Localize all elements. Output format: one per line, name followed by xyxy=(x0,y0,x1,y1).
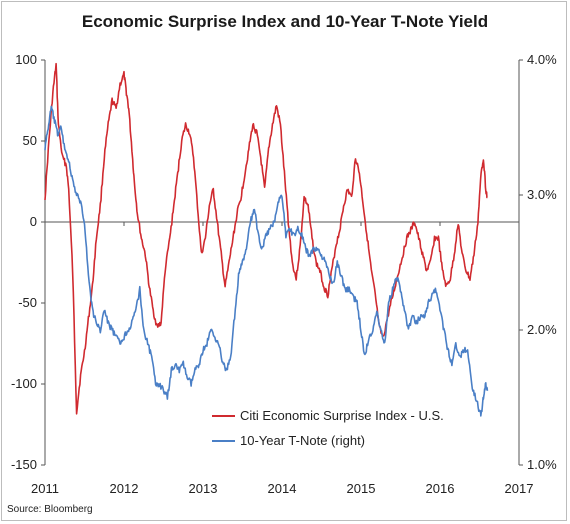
legend: Citi Economic Surprise Index - U.S. 10-Y… xyxy=(212,408,444,448)
source-note: Source: Bloomberg xyxy=(7,504,93,515)
right-y-tick-label: 2.0% xyxy=(527,322,557,337)
x-tick-label: 2014 xyxy=(268,481,297,496)
left-y-tick-label: -150 xyxy=(11,457,37,472)
axes xyxy=(41,59,523,466)
x-tick-label: 2016 xyxy=(426,481,455,496)
right-y-tick-label: 4.0% xyxy=(527,52,557,67)
x-tick-label: 2011 xyxy=(31,481,59,496)
tick-marks xyxy=(41,59,523,466)
series-line-surprise-index xyxy=(44,62,488,415)
x-tick-label: 2017 xyxy=(505,481,534,496)
x-tick-label: 2012 xyxy=(110,481,139,496)
left-y-tick-label: -50 xyxy=(18,295,37,310)
chart-title: Economic Surprise Index and 10-Year T-No… xyxy=(82,12,488,31)
left-y-tick-labels: 100 50 0 -50 -100 -150 xyxy=(11,52,37,472)
right-y-tick-label: 1.0% xyxy=(527,457,557,472)
left-y-tick-label: 100 xyxy=(15,52,37,67)
x-tick-labels: 2011 2012 2013 2014 2015 2016 2017 xyxy=(31,481,533,496)
legend-label-esi: Citi Economic Surprise Index - U.S. xyxy=(240,408,444,423)
series-layer xyxy=(44,62,489,417)
left-y-tick-label: 0 xyxy=(30,214,37,229)
legend-label-tnote: 10-Year T-Note (right) xyxy=(240,433,365,448)
left-y-tick-label: 50 xyxy=(23,133,37,148)
x-tick-label: 2015 xyxy=(347,481,376,496)
series-line-tnote-yield xyxy=(44,105,489,417)
right-y-tick-labels: 4.0% 3.0% 2.0% 1.0% xyxy=(527,52,557,472)
left-y-tick-label: -100 xyxy=(11,376,37,391)
right-y-tick-label: 3.0% xyxy=(527,187,557,202)
x-tick-label: 2013 xyxy=(189,481,218,496)
